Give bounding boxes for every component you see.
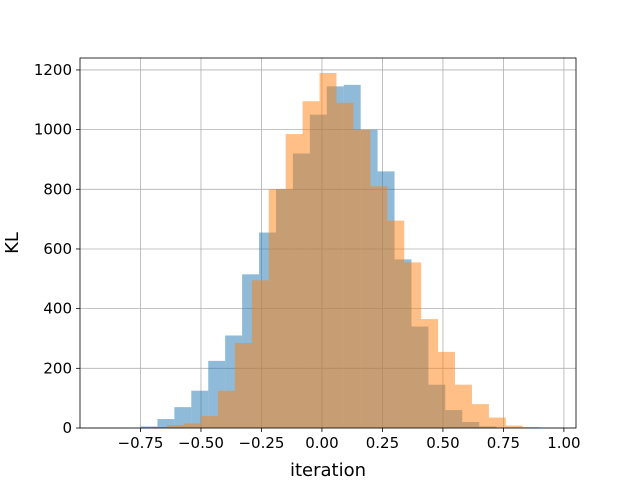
histogram-bar-series-2 [336,102,354,429]
histogram-bar-series-2 [285,134,303,428]
x-tick-label: 0.25 [366,434,399,452]
histogram-bar-series-2 [167,425,185,428]
plot-frame [79,57,577,429]
histogram-bar-series-2 [268,189,286,428]
x-axis-label: iteration [290,460,366,480]
histogram-bars [140,72,540,429]
histogram-bar-series-1 [157,419,175,428]
histogram-bar-series-2 [421,319,439,428]
histogram-bar-series-2 [251,280,269,428]
histogram-bar-series-2 [353,129,371,428]
y-tick-label: 200 [43,359,72,377]
x-tick-label: 1.00 [547,434,580,452]
histogram-bar-series-2 [184,423,201,428]
histogram-bar-series-2 [319,72,337,428]
axis-ticks: −0.75 −0.50 −0.25 0.00 0.25 0.50 0.75 1.00 0 200 4… [34,61,581,452]
y-tick-label: 800 [43,180,72,198]
histogram-bar-series-2 [404,262,422,428]
x-tick-label: 0.50 [426,434,459,452]
histogram-bar-series-2 [488,417,506,428]
x-tick-label: 0.75 [487,434,520,452]
histogram-bar-series-1 [140,426,158,428]
x-tick-label: 0.00 [305,434,338,452]
histogram-bar-series-2 [234,342,252,428]
histogram-bar-series-2 [455,384,472,428]
histogram-bar-series-2 [471,404,489,428]
histogram-bar-series-2 [217,390,235,428]
histogram-bar-series-2 [302,101,320,429]
y-tick-label: 600 [43,240,72,258]
y-tick-label: 0 [62,419,72,437]
histogram-bar-series-2 [522,427,540,428]
y-tick-label: 400 [43,300,72,318]
histogram-bar-series-2 [370,186,388,428]
x-tick-label: −0.50 [178,434,224,452]
histogram-bar-series-2 [438,351,456,428]
x-tick-label: −0.25 [238,434,284,452]
y-tick-label: 1200 [34,61,72,79]
y-axis-label: KL [2,232,23,254]
histogram-bar-series-2 [200,416,218,428]
histogram-bar-series-2 [150,427,168,428]
histogram-bar-series-2 [505,425,523,428]
histogram-bar-series-2 [387,220,405,428]
histogram-bar-series-1 [174,407,192,428]
x-tick-label: −0.75 [118,434,164,452]
y-tick-label: 1000 [34,121,72,139]
